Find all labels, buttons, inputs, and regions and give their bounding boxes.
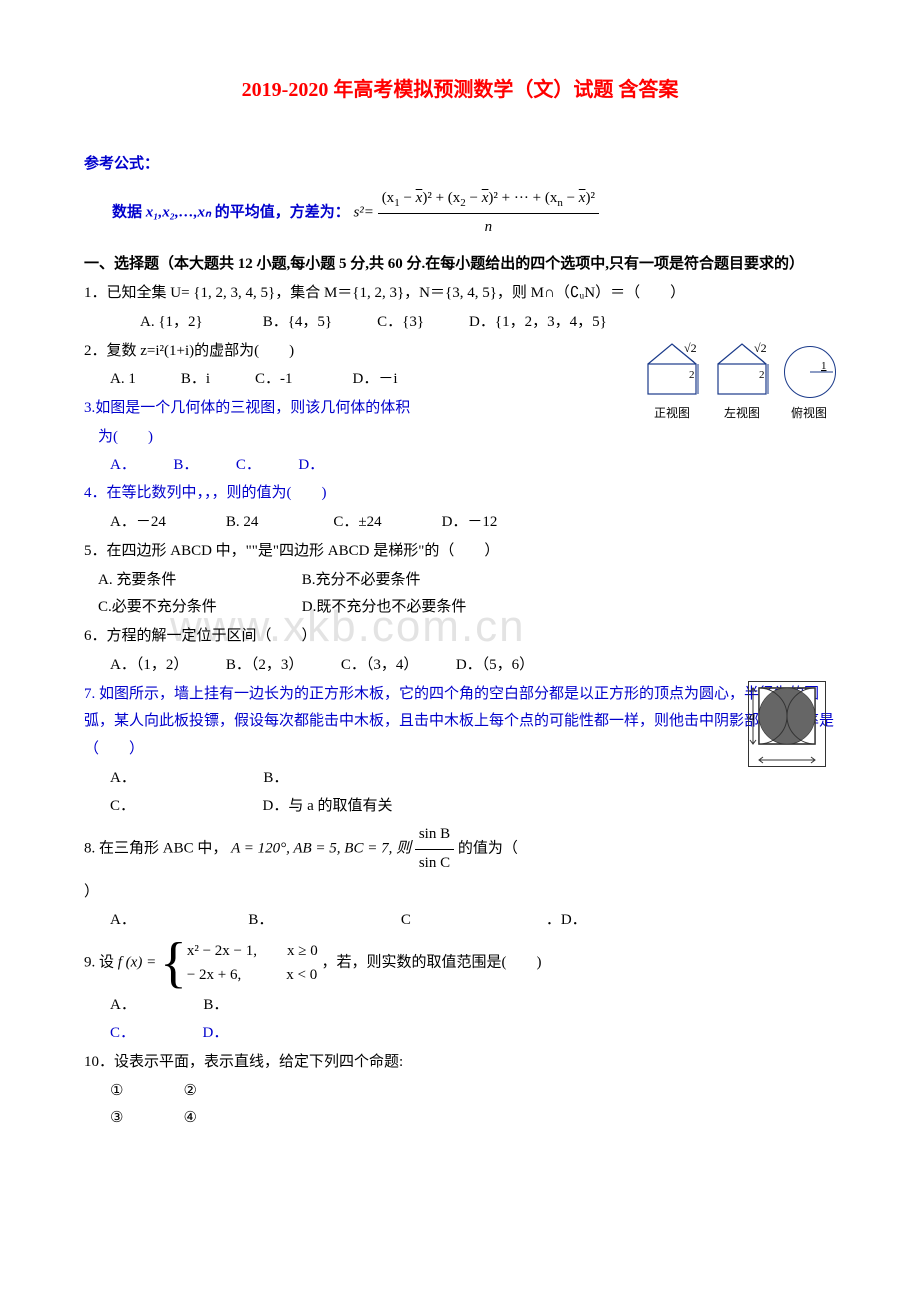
- question-10-line2: ③ ④: [84, 1105, 836, 1133]
- q9-post: ，若，则实数的取值范围是( ): [322, 955, 542, 971]
- q8-post: 的值为（: [458, 841, 518, 857]
- question-4-stem: 4．在等比数列中，，，则的值为( ): [84, 485, 327, 501]
- question-10: 10．设表示平面，表示直线，给定下列四个命题:: [84, 1049, 836, 1077]
- section-1-heading: 一、选择题（本大题共 12 小题,每小题 5 分,共 60 分.在每小题给出的四…: [112, 251, 836, 279]
- q9-case1: x² − 2x − 1, x ≥ 0: [187, 939, 318, 963]
- question-3-line2: 为( ): [84, 424, 836, 452]
- question-9-optsCD: C． D．: [84, 1020, 836, 1048]
- q7-q8-block: 7. 如图所示，墙上挂有一边长为的正方形木板，它的四个角的空白部分都是以正方形的…: [84, 681, 836, 878]
- side-view-label: 左视图: [714, 402, 770, 424]
- exam-title: 2019-2020 年高考模拟预测数学（文）试题 含答案: [84, 72, 836, 109]
- q5-optC: C.必要不充分条件: [98, 594, 298, 622]
- svg-text:2: 2: [759, 369, 765, 381]
- front-view-label: 正视图: [644, 402, 700, 424]
- svg-text:√2: √2: [754, 341, 767, 355]
- q8-prefix: 8. 在三角形 ABC 中，: [84, 841, 227, 857]
- variance-symbol: s²=: [353, 204, 373, 220]
- q8-frac-num: sin B: [415, 821, 454, 850]
- q5-optB: B.充分不必要条件: [302, 572, 421, 588]
- question-6: 6．方程的解一定位于区间（ ）: [84, 623, 836, 651]
- top-view-icon: 1: [784, 346, 836, 398]
- question-1-options: A. {1，2} B．{4，5} C．{3} D．{1，2，3，4，5}: [84, 309, 836, 337]
- question-8: 8. 在三角形 ABC 中， A = 120°, AB = 5, BC = 7,…: [84, 821, 836, 878]
- question-9-optsAB: A． B．: [84, 992, 836, 1020]
- q7-optsCD-text: C． D．与 a 的取值有关: [110, 798, 393, 814]
- question-7-optsCD: C． D．与 a 的取值有关: [84, 793, 836, 821]
- question-6-options: A．（1，2） B．（2，3） C．（3，4） D．（5，6）: [84, 652, 836, 680]
- variance-formula-line: 数据 x₁,x₂,…,xₙ 的平均值，方差为： s²= (x1 − x)² + …: [112, 185, 836, 242]
- svg-text:2: 2: [689, 369, 695, 381]
- q2-q3-block: 2．复数 z=i²(1+i)的虚部为( ) A. 1 B．i C．-1 D．－i…: [84, 338, 836, 480]
- q8-close: ）: [84, 879, 836, 907]
- question-1: 1．已知全集 U= {1, 2, 3, 4, 5}，集合 M＝{1, 2, 3}…: [84, 280, 836, 308]
- q8-frac-den: sin C: [415, 850, 454, 878]
- question-9: 9. 设 f (x) = { x² − 2x − 1, x ≥ 0 − 2x +…: [84, 935, 836, 991]
- side-view-icon: √2 2: [714, 338, 770, 398]
- question-5-row2: C.必要不充分条件 D.既不充分也不必要条件: [84, 594, 836, 622]
- question-10-line1: ① ②: [84, 1078, 836, 1106]
- variance-fraction: (x1 − x)² + (x2 − x)² + ··· + (xn − x)² …: [378, 185, 599, 242]
- question-5-row1: A. 充要条件 B.充分不必要条件: [84, 567, 836, 595]
- q9-case2: − 2x + 6, x < 0: [187, 963, 318, 987]
- question-8-options: A． B． C ．D．: [84, 907, 836, 935]
- svg-text:a: a: [749, 709, 755, 723]
- front-view-icon: √2 2: [644, 338, 700, 398]
- formula-vars: x₁,x₂,…,xₙ: [146, 204, 211, 220]
- question-3-options: A． B． C． D．: [84, 452, 836, 480]
- question-7-optsAB: A． B．: [84, 765, 836, 793]
- question-4-options: A．－24 B. 24 C．±24 D．－12: [84, 509, 836, 537]
- question-7: 7. 如图所示，墙上挂有一边长为的正方形木板，它的四个角的空白部分都是以正方形的…: [84, 681, 836, 764]
- three-views-diagram: √2 2 √2 2 1: [644, 338, 836, 424]
- dartboard-figure: a: [748, 681, 826, 767]
- reference-formula-label: 参考公式：: [84, 151, 836, 179]
- q9-fx: f (x) =: [118, 955, 156, 971]
- q9-prefix: 9. 设: [84, 955, 114, 971]
- svg-text:√2: √2: [684, 341, 697, 355]
- q5-optD: D.既不充分也不必要条件: [302, 599, 467, 615]
- q5-optA: A. 充要条件: [98, 567, 298, 595]
- question-4: 4．在等比数列中，，，则的值为( ): [84, 480, 836, 508]
- formula-prefix: 数据: [112, 204, 146, 220]
- svg-text:1: 1: [821, 360, 827, 372]
- q8-math: A = 120°, AB = 5, BC = 7, 则: [231, 841, 411, 857]
- q8-fraction: sin B sin C: [415, 821, 454, 878]
- question-5: 5．在四边形 ABCD 中，""是"四边形 ABCD 是梯形"的（ ）: [84, 538, 836, 566]
- top-view-label: 俯视图: [784, 402, 834, 424]
- q9-piecewise: { x² − 2x − 1, x ≥ 0 − 2x + 6, x < 0: [160, 935, 318, 991]
- formula-mid: 的平均值，方差为：: [211, 204, 350, 220]
